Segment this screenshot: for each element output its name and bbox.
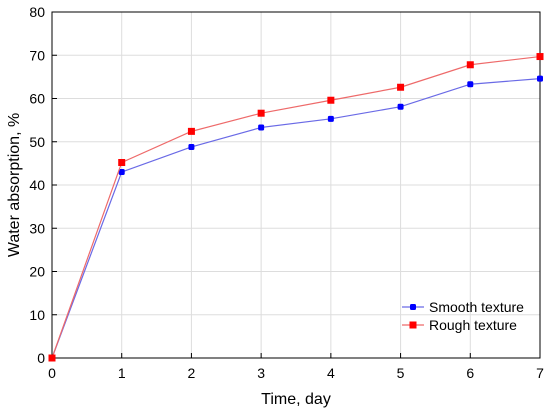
data-point: [118, 169, 125, 176]
x-tick-label: 4: [327, 365, 335, 381]
series-line: [51, 78, 541, 359]
legend-item: Rough texture: [402, 317, 517, 333]
x-axis-title: Time, day: [261, 391, 331, 408]
data-point: [188, 143, 195, 150]
series-rough: [48, 53, 544, 362]
series-group: [48, 53, 544, 362]
data-point: [397, 103, 404, 110]
data-point: [48, 354, 56, 362]
y-tick-label: 40: [29, 177, 45, 193]
y-tick-label: 0: [37, 350, 45, 366]
y-tick-label: 10: [29, 307, 45, 323]
x-tick-label: 7: [536, 365, 544, 381]
legend: Smooth texture Rough texture: [402, 299, 524, 333]
y-tick-label: 50: [29, 134, 45, 150]
data-point: [536, 53, 544, 61]
legend-label: Rough texture: [429, 317, 517, 333]
data-point: [258, 124, 265, 131]
data-point: [466, 61, 474, 69]
x-tick-label: 2: [188, 365, 196, 381]
x-tick-label: 5: [397, 365, 405, 381]
series-line: [51, 55, 541, 359]
x-tick-label: 1: [118, 365, 126, 381]
data-point: [467, 81, 474, 88]
legend-label: Smooth texture: [429, 299, 524, 315]
y-tick-label: 30: [29, 220, 45, 236]
data-point: [537, 75, 543, 82]
data-point: [327, 96, 335, 104]
y-tick-label: 80: [29, 4, 45, 20]
x-tick-label: 3: [257, 365, 265, 381]
data-point: [327, 115, 334, 122]
y-tick-label: 20: [29, 264, 45, 280]
grid: [52, 12, 540, 358]
legend-marker: [409, 321, 417, 329]
y-tick-label: 70: [29, 47, 45, 63]
y-axis-title: Water absorption, %: [6, 113, 23, 257]
legend-marker: [410, 304, 416, 310]
x-tick-label: 6: [466, 365, 474, 381]
legend-item: Smooth texture: [402, 299, 524, 315]
series-smooth: [49, 75, 543, 361]
data-point: [397, 83, 405, 91]
x-tick-label: 0: [48, 365, 56, 381]
data-point: [187, 127, 195, 135]
y-tick-label: 60: [29, 91, 45, 107]
data-point: [118, 159, 126, 167]
data-point: [257, 109, 265, 117]
